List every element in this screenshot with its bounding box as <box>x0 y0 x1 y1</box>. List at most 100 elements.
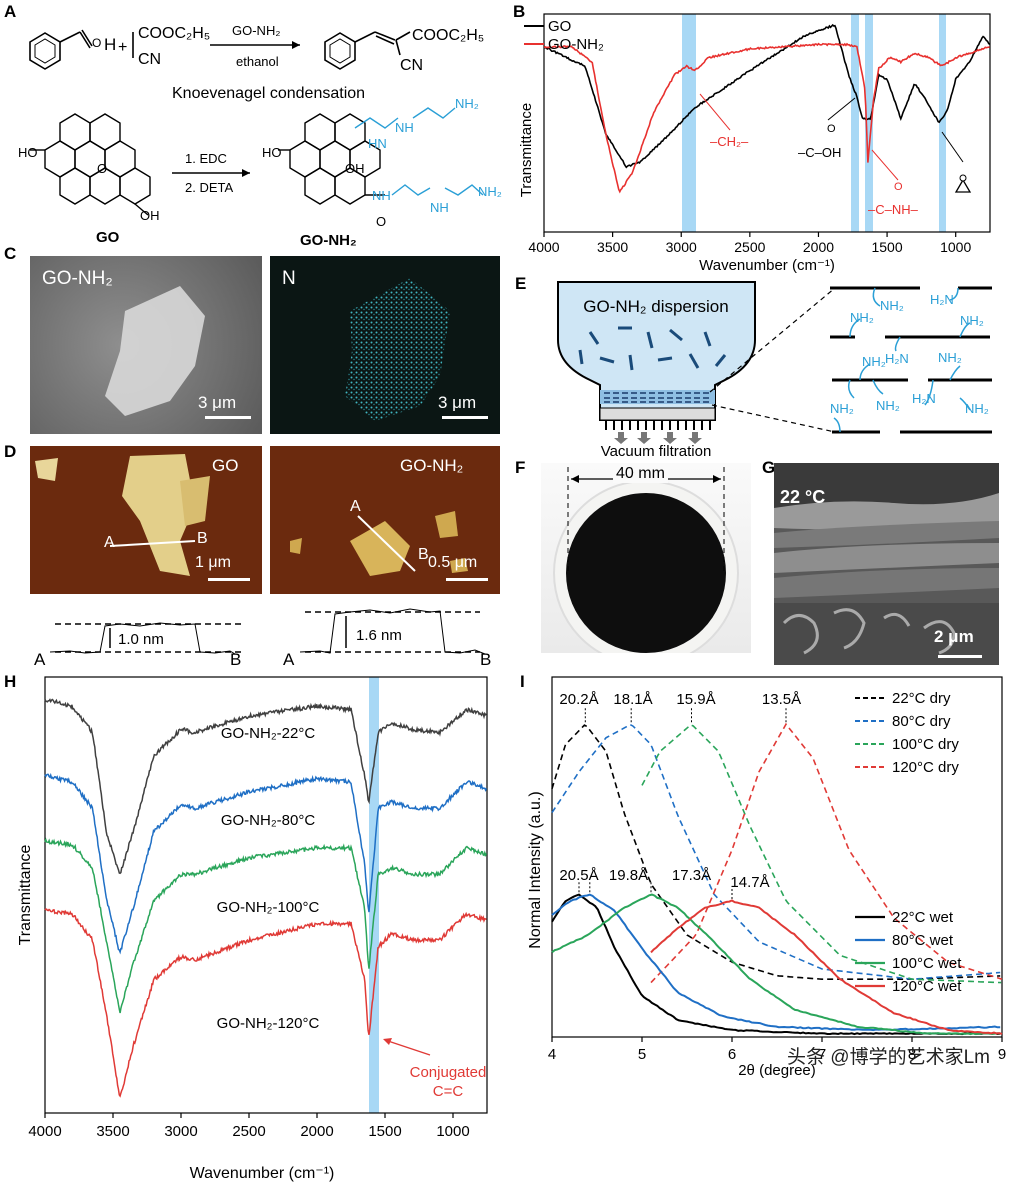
legend-go: GO <box>548 18 571 35</box>
eds-scale-bar <box>442 416 488 419</box>
g-scale-bar <box>938 655 982 658</box>
go-epoxy-o: O <box>97 161 107 176</box>
afm-go-b: B <box>197 530 208 547</box>
reactant-ester: COOC₂H₅ <box>138 25 210 42</box>
conjugated-pointer <box>384 1039 431 1056</box>
cross-section-layers <box>774 463 999 665</box>
conh-pointer <box>871 149 899 181</box>
membrane-disc <box>553 467 739 653</box>
plot-frame <box>551 676 1003 1038</box>
panel-g-letter: G <box>762 458 776 477</box>
afm-go-scale-bar <box>208 578 250 581</box>
zoom-nh2-8: NH₂ <box>965 401 989 416</box>
i-legend-wet-label: 100°C wet <box>892 955 962 972</box>
cooh-pointer <box>827 97 856 121</box>
gonh2-hn: HN <box>368 136 387 151</box>
band-cooh <box>851 14 859 232</box>
i-legend-dry-label: 120°C dry <box>892 759 959 776</box>
afm-gonh2-label: GO-NH₂ <box>400 456 464 475</box>
h-xtick-label: 3500 <box>96 1123 129 1140</box>
plot-frame <box>543 13 991 233</box>
i-series-line-2 <box>641 724 1002 984</box>
cc-label: C=C <box>433 1083 464 1100</box>
go-name: GO <box>96 229 120 246</box>
afm-gonh2-flakes <box>290 511 468 576</box>
afm-gonh2-scale-text: 0.5 μm <box>428 554 478 571</box>
i-legend-wet-label: 80°C wet <box>892 932 954 949</box>
solvent-label: ethanol <box>236 54 279 69</box>
zoom-h2n-3: H₂N <box>912 391 936 406</box>
h-xtick-label: 1500 <box>368 1123 401 1140</box>
zoom-h2n-1: H₂N <box>930 292 954 307</box>
h-xtick-label: 2500 <box>232 1123 265 1140</box>
b-xlabel: Wavenumber (cm⁻¹) <box>699 257 835 274</box>
b-series-line-0 <box>543 23 991 169</box>
cooh-o: O <box>827 123 836 135</box>
afm-height-profiles: 1.0 nm A B 1.6 nm A B <box>34 608 491 669</box>
go-sheet-structure <box>30 113 151 216</box>
aldehyde-h: H <box>104 35 116 54</box>
b-series-line-1 <box>543 42 990 194</box>
b-xtick-label: 2000 <box>803 239 834 255</box>
plus-sign: + <box>118 39 127 56</box>
gonh2-amide-o: O <box>376 214 386 229</box>
gonh2-nh-mid: NH <box>430 200 449 215</box>
h-series-label-22: GO-NH₂-22°C <box>221 725 315 742</box>
profile-gonh2-b: B <box>480 650 491 669</box>
h-series-label-100: GO-NH₂-100°C <box>217 899 320 916</box>
panel-e-schematic: GO-NH₂ dispersion Vacuum filtration <box>557 281 992 460</box>
h-xtick-label: 4000 <box>28 1123 61 1140</box>
afm-go-a: A <box>104 534 115 551</box>
amine-chains <box>833 287 971 433</box>
band-ch2 <box>682 14 696 232</box>
panel-i-xrd-chart: 4 5 6 7 8 9 20.2Å 18.1Å 15.9Å 13.5Å 20.5Å 19.8Å 17.… <box>527 676 1006 1079</box>
arrow-head-icon <box>292 41 300 49</box>
b-xtick-label: 1000 <box>940 239 971 255</box>
b-xtick-label: 4000 <box>528 239 559 255</box>
conh-o: O <box>894 181 903 193</box>
panel-b-letter: B <box>513 2 526 21</box>
sem-label: GO-NH₂ <box>42 268 113 289</box>
filter-drain-lines <box>605 420 711 430</box>
panel-f-letter: F <box>515 458 526 477</box>
temp-label: 22 °C <box>780 487 826 507</box>
panel-b-ftir-chart: 4000 3500 3000 2500 2000 1500 1000 GO GO-NH₂ T… <box>518 13 991 274</box>
zoom-nh2-4: NH₂ <box>938 350 962 365</box>
h-xtick-label: 1000 <box>436 1123 469 1140</box>
stacked-layers <box>604 392 712 403</box>
profile-go-a: A <box>34 650 46 669</box>
gonh2-nh-amide: NH <box>372 188 391 203</box>
i-wet-peak-label: 19.8Å <box>609 867 648 884</box>
i-wet-peak-label: 14.7Å <box>730 874 769 891</box>
i-series-line-7 <box>650 899 1003 1035</box>
h-ylabel: Transmittance <box>17 845 34 946</box>
eds-label: N <box>282 268 296 289</box>
ch2-annotation: –CH₂– <box>710 134 749 149</box>
i-dry-peak-label: 20.2Å <box>559 691 598 708</box>
filtration-arrows-icon <box>614 432 702 444</box>
zoom-nh2-6: NH₂ <box>830 401 854 416</box>
aldehyde-o: O <box>92 36 101 50</box>
sem-scale-text: 3 μm <box>198 393 237 412</box>
i-legend-dry-label: 80°C dry <box>892 713 951 730</box>
eds-n-flake-shape <box>345 278 450 421</box>
i-xtick-label: 7 <box>818 1046 826 1063</box>
i-wet-peak-label: 20.5Å <box>559 867 598 884</box>
membrane-photo: 40 mm <box>541 463 751 653</box>
go-oh: OH <box>140 208 160 223</box>
panel-d-letter: D <box>4 442 17 461</box>
go-ho: HO <box>18 145 38 160</box>
sem-scale-bar <box>205 416 251 419</box>
h-series-line-1 <box>44 772 488 955</box>
i-series-line-6 <box>551 893 1001 1036</box>
panel-a-scheme: O H + COOC₂H₅ CN GO-NH₂ ethanol COOC₂H₅ … <box>18 23 502 249</box>
epoxy-icon <box>954 178 972 193</box>
g-scale-text: 2 μm <box>934 627 974 646</box>
zoom-nh2-7: NH₂ <box>876 398 900 413</box>
b-xtick-label: 1500 <box>871 239 902 255</box>
eds-n-map-image: N 3 μm <box>270 256 500 434</box>
gonh2-nh2-right: NH₂ <box>478 184 502 199</box>
i-xtick-label: 9 <box>998 1046 1006 1063</box>
i-dry-peak-label: 13.5Å <box>762 691 801 708</box>
panel-a-letter: A <box>4 2 17 21</box>
